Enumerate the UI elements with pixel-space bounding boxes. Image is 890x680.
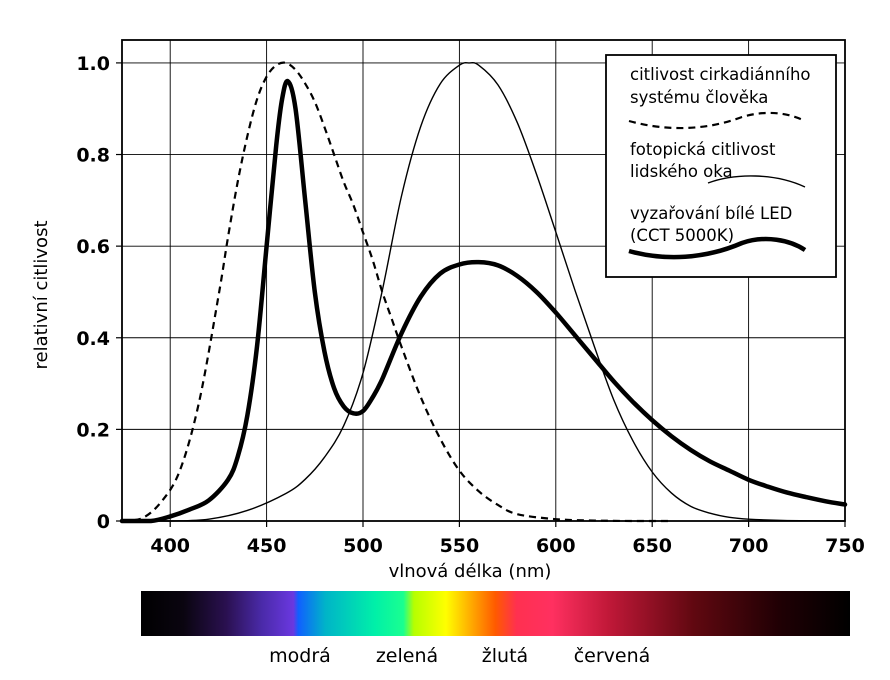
legend-label-circadian-2: systému člověka xyxy=(630,88,768,107)
legend-label-led-1: vyzařování bílé LED xyxy=(630,204,792,223)
spectrum-label-yellow: žlutá xyxy=(482,645,528,667)
x-tick-label: 400 xyxy=(150,535,190,557)
y-tick-label: 1.0 xyxy=(76,53,110,75)
y-tick-label: 0.8 xyxy=(76,145,110,167)
legend: citlivost cirkadiánního systému člověka … xyxy=(605,54,837,278)
legend-label-circadian-1: citlivost cirkadiánního xyxy=(630,65,811,84)
x-tick-label: 700 xyxy=(729,535,769,557)
legend-label-photopic-2: lidského oka xyxy=(630,162,733,181)
series-circadian-line xyxy=(121,61,672,523)
legend-label-led-2: (CCT 5000K) xyxy=(630,226,734,245)
legend-box xyxy=(605,54,837,278)
x-axis-label: vlnová délka (nm) xyxy=(389,561,552,582)
legend-swatch-circadian xyxy=(628,111,806,130)
series-led-line xyxy=(119,78,848,524)
x-tick-label: 500 xyxy=(343,535,383,557)
series-photopic-line xyxy=(121,61,846,522)
x-tick-label: 450 xyxy=(247,535,287,557)
y-tick-label: 0 xyxy=(97,511,110,533)
legend-swatch-photopic xyxy=(707,175,806,188)
spectrum-label-red: červená xyxy=(574,645,651,667)
x-ticks: 400 450 500 550 600 650 700 750 xyxy=(150,521,865,557)
legend-swatch-led xyxy=(628,236,807,260)
y-tick-label: 0.2 xyxy=(76,419,110,441)
x-tick-label: 550 xyxy=(440,535,480,557)
y-axis-label: relativní citlivost xyxy=(31,220,52,369)
x-tick-label: 600 xyxy=(536,535,576,557)
spectrum-label-blue: modrá xyxy=(269,645,331,667)
curves xyxy=(119,61,848,524)
legend-label-photopic-1: fotopická citlivost xyxy=(630,140,776,159)
y-ticks: 0 0.2 0.4 0.6 0.8 1.0 xyxy=(76,53,122,533)
spectrum-bar xyxy=(141,591,850,636)
y-tick-label: 0.6 xyxy=(76,236,110,258)
plot-frame xyxy=(121,39,846,522)
x-tick-label: 750 xyxy=(825,535,865,557)
x-tick-label: 650 xyxy=(632,535,672,557)
spectrum-label-green: zelená xyxy=(376,645,438,667)
y-tick-label: 0.4 xyxy=(76,328,110,350)
